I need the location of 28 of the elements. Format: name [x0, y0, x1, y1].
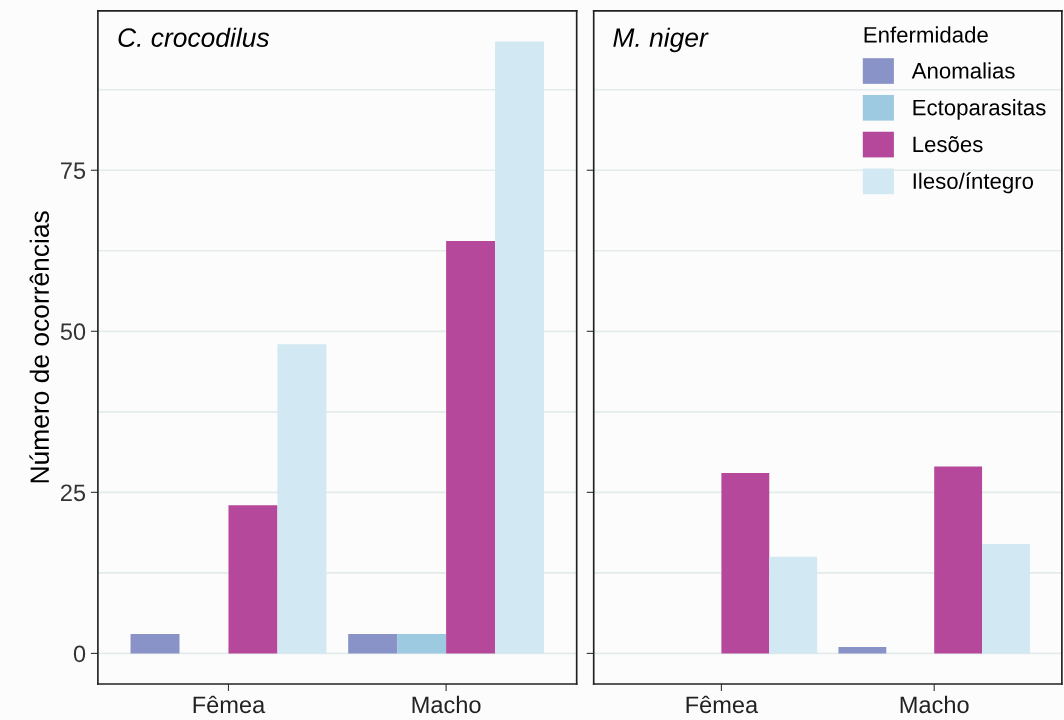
legend-label: Ileso/íntegro: [913, 172, 1034, 194]
y-tick-label: 50: [60, 323, 86, 341]
legend-label: Anomalias: [911, 62, 1015, 79]
bar: [982, 543, 1030, 654]
bar: [721, 473, 770, 654]
text: M. niger: [613, 27, 709, 53]
bar: [228, 505, 278, 654]
legend-title: Enfermidade: [864, 26, 988, 43]
bar: [769, 556, 818, 654]
bar: [934, 466, 983, 654]
bar: [130, 634, 180, 654]
bar: [838, 646, 887, 654]
x-tick-label: Fêmea: [193, 695, 266, 714]
bar: [495, 41, 545, 654]
bar: [277, 344, 327, 654]
bar: [397, 634, 447, 654]
y-tick-label: 25: [61, 484, 86, 502]
x-tick-label: Macho: [412, 695, 481, 714]
y-tick-label: 75: [61, 162, 86, 180]
bar: [348, 634, 398, 654]
legend-label: Lesões: [913, 136, 983, 153]
x-tick-label: Fêmea: [686, 695, 759, 714]
legend-label: Ectoparasitas: [913, 99, 1046, 120]
text: C. crocodilus: [118, 27, 270, 48]
y-tick-label: 0: [73, 645, 86, 663]
y-axis-title: Número de ocorrências: [29, 211, 50, 483]
x-tick-label: Macho: [900, 695, 969, 714]
bar: [446, 241, 496, 654]
